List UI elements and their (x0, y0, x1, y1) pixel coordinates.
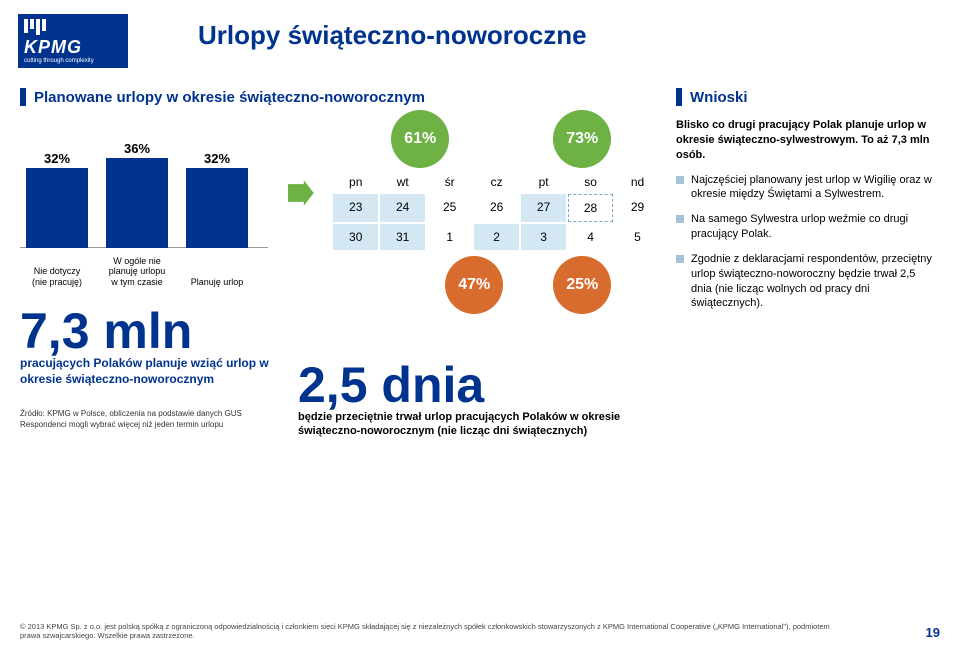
percent-badge: 47% (445, 256, 503, 314)
bar-value: 36% (106, 141, 168, 156)
footer-text: © 2013 KPMG Sp. z o.o. jest polską spółk… (20, 622, 840, 640)
cal-header: wt (380, 172, 425, 192)
bullet-icon (676, 176, 684, 184)
cal-cell: 30 (333, 224, 378, 250)
cal-cell: 3 (521, 224, 566, 250)
stat1-num: 7,3 mln (20, 306, 280, 356)
cal-cell: 26 (474, 194, 519, 222)
bar-value: 32% (186, 151, 248, 166)
bar-chart: 32% Nie dotyczy (nie pracuję) 36% W ogóle n… (20, 118, 268, 288)
cal-cell: 2 (474, 224, 519, 250)
left-section-title: Planowane urlopy w okresie świąteczno-no… (34, 89, 425, 106)
wnioski-bullet: Najczęściej planowany jest urlop w Wigil… (676, 173, 936, 203)
header: KPMG cutting through complexity Urlopy ś… (0, 0, 960, 68)
logo-text: KPMG (24, 37, 122, 58)
bar-value: 32% (26, 151, 88, 166)
page-title: Urlopy świąteczno-noworoczne (198, 20, 587, 51)
left-column: Planowane urlopy w okresie świąteczno-no… (20, 88, 660, 439)
bar (186, 168, 248, 248)
bullet-text: Najczęściej planowany jest urlop w Wigil… (691, 173, 936, 203)
calendar-block: 61%73%47%25% pnwtśrczptsond2324252627282… (333, 118, 660, 250)
cal-cell: 24 (380, 194, 425, 222)
stat-7-3-mln: 7,3 mln pracujących Polaków planuje wzią… (20, 306, 280, 439)
cal-header: śr (427, 172, 472, 192)
cal-header: cz (474, 172, 519, 192)
cal-header: pn (333, 172, 378, 192)
page-number: 19 (926, 625, 940, 640)
cal-cell: 29 (615, 194, 660, 222)
wnioski-column: Wnioski Blisko co drugi pracujący Polak … (676, 88, 936, 439)
percent-badge: 25% (553, 256, 611, 314)
logo-sub: cutting through complexity (24, 58, 122, 64)
source-note: Źródło: KPMG w Polsce, obliczenia na pod… (20, 409, 280, 430)
cal-cell: 4 (568, 224, 613, 250)
wnioski-bullet: Zgodnie z deklaracjami respondentów, prz… (676, 252, 936, 311)
bar (106, 158, 168, 248)
section-marker (20, 88, 26, 106)
stat1-sub: pracujących Polaków planuje wziąć urlop … (20, 356, 280, 387)
cal-header: pt (521, 172, 566, 192)
wnioski-bullet: Na samego Sylwestra urlop weźmie co drug… (676, 212, 936, 242)
footer: © 2013 KPMG Sp. z o.o. jest polską spółk… (20, 622, 940, 640)
stat-2-5-dnia: 2,5 dnia będzie przeciętnie trwał urlop … (298, 360, 628, 439)
bullet-icon (676, 215, 684, 223)
bar (26, 168, 88, 248)
stat2-sub: będzie przeciętnie trwał urlop pracujący… (298, 410, 628, 439)
percent-badge: 73% (553, 110, 611, 168)
bar-caption: W ogóle nie planuję urlopu w tym czasie (106, 256, 168, 288)
section-marker (676, 88, 682, 106)
bar-caption: Planuję urlop (186, 277, 248, 288)
arrow-icon (286, 178, 316, 208)
right-section-title: Wnioski (690, 89, 748, 106)
cal-cell: 28 (568, 194, 613, 222)
percent-badge: 61% (391, 110, 449, 168)
wnioski-intro: Blisko co drugi pracujący Polak planuje … (676, 118, 936, 163)
cal-header: nd (615, 172, 660, 192)
bullet-icon (676, 255, 684, 263)
cal-cell: 1 (427, 224, 472, 250)
cal-cell: 31 (380, 224, 425, 250)
bullet-text: Zgodnie z deklaracjami respondentów, prz… (691, 252, 936, 311)
bullet-text: Na samego Sylwestra urlop weźmie co drug… (691, 212, 936, 242)
stat2-num: 2,5 dnia (298, 360, 628, 410)
cal-cell: 5 (615, 224, 660, 250)
cal-cell: 25 (427, 194, 472, 222)
cal-header: so (568, 172, 613, 192)
kpmg-logo: KPMG cutting through complexity (18, 14, 128, 68)
bar-caption: Nie dotyczy (nie pracuję) (26, 266, 88, 288)
cal-cell: 23 (333, 194, 378, 222)
cal-cell: 27 (521, 194, 566, 222)
